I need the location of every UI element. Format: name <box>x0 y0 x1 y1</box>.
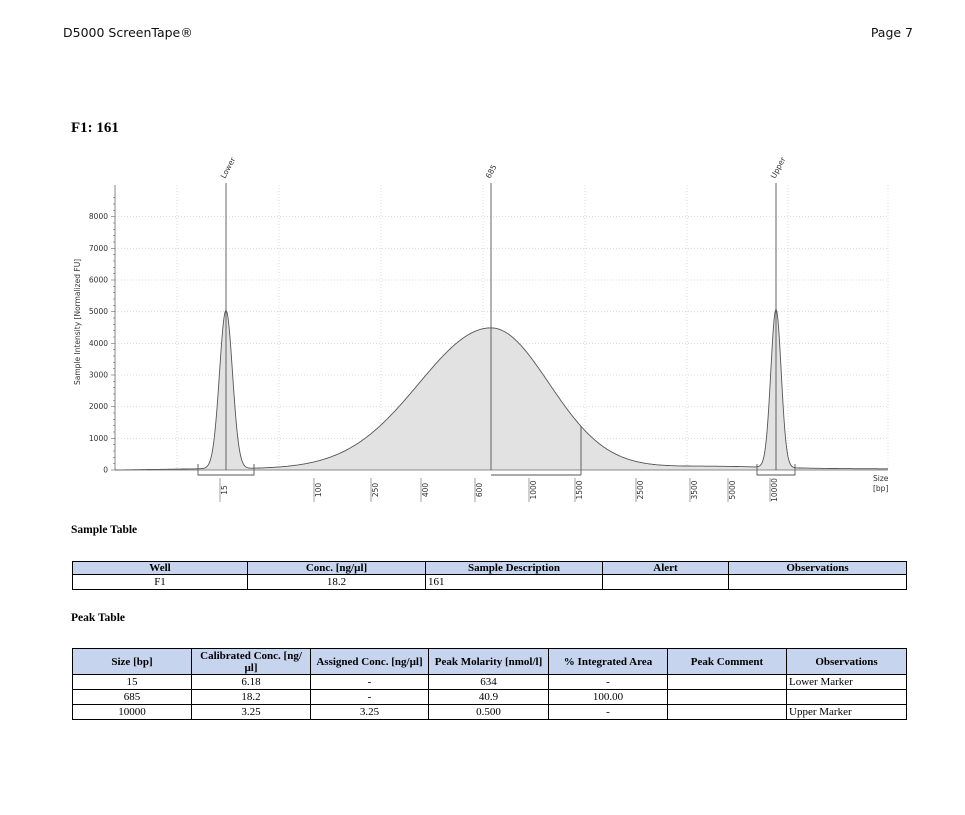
table-cell: 15 <box>72 674 192 690</box>
x-tick-label: 1000 <box>529 480 538 499</box>
table-row: F1 18.2 161 <box>72 574 907 590</box>
peak-label: Lower <box>219 155 238 180</box>
table-cell: 18.2 <box>191 689 311 705</box>
y-axis: 0 1000 2000 3000 4000 5000 6000 7000 8000 <box>89 185 116 475</box>
trace-line <box>115 307 888 471</box>
y-tick-label: 6000 <box>89 276 108 285</box>
document-title: D5000 ScreenTape® <box>63 25 193 40</box>
y-axis-label: Sample Intensity [Normalized FU] <box>73 259 82 385</box>
page-number: Page 7 <box>870 25 913 40</box>
peak-label: 685 <box>484 163 499 180</box>
col-header: Calibrated Conc. [ng/µl] <box>191 648 311 675</box>
x-tick-label: 3500 <box>690 480 699 499</box>
table-cell <box>667 689 787 705</box>
x-tick-label: 100 <box>314 483 323 498</box>
col-header: Sample Description <box>425 561 603 575</box>
x-axis: 15 100 250 400 600 1000 1500 2500 3500 5000 10000 <box>115 469 888 502</box>
x-tick-label: 600 <box>475 483 484 498</box>
table-row: 10000 3.25 3.25 0.500 - Upper Marker <box>72 704 907 720</box>
table-cell: 3.25 <box>310 704 429 720</box>
table-cell: 685 <box>72 689 192 705</box>
x-axis-label-unit: [bp] <box>873 484 888 493</box>
x-tick-label: 1500 <box>575 480 584 499</box>
y-tick-label: 3000 <box>89 371 108 380</box>
y-tick-label: 4000 <box>89 339 108 348</box>
col-header: Peak Comment <box>667 648 787 675</box>
sample-table: Well Conc. [ng/µl] Sample Description Al… <box>72 561 907 590</box>
table-cell <box>667 674 787 690</box>
table-cell <box>667 704 787 720</box>
table-row: 15 6.18 - 634 - Lower Marker <box>72 674 907 690</box>
y-tick-label: 0 <box>103 466 108 475</box>
col-header: % Integrated Area <box>548 648 668 675</box>
col-header: Size [bp] <box>72 648 192 675</box>
marker-bracket <box>197 464 255 476</box>
table-cell: 634 <box>428 674 549 690</box>
col-header: Well <box>72 561 248 575</box>
table-cell: F1 <box>72 574 248 590</box>
sample-table-title: Sample Table <box>71 524 138 536</box>
table-cell <box>728 574 907 590</box>
table-cell <box>786 689 907 705</box>
table-cell: Lower Marker <box>786 674 907 690</box>
electropherogram-chart: 0 1000 2000 3000 4000 5000 6000 7000 8000 Sample… <box>73 155 889 502</box>
table-cell: Upper Marker <box>786 704 907 720</box>
table-cell: - <box>548 704 668 720</box>
y-tick-label: 5000 <box>89 307 108 316</box>
table-cell: 100.00 <box>548 689 668 705</box>
y-tick-label: 8000 <box>89 212 108 221</box>
sample-heading: F1: 161 <box>71 120 119 136</box>
col-header: Assigned Conc. [ng/µl] <box>310 648 429 675</box>
peak-table: Size [bp] Calibrated Conc. [ng/µl] Assig… <box>72 648 907 720</box>
table-cell: 18.2 <box>247 574 426 590</box>
trace-area <box>115 309 888 470</box>
col-header: Alert <box>602 561 729 575</box>
table-cell: 6.18 <box>191 674 311 690</box>
table-cell <box>602 574 729 590</box>
col-header: Observations <box>728 561 907 575</box>
peak-table-title: Peak Table <box>71 612 126 624</box>
col-header: Observations <box>786 648 907 675</box>
x-tick-label: 10000 <box>770 478 779 502</box>
peak-label: Upper <box>769 155 788 180</box>
x-tick-label: 2500 <box>636 480 645 499</box>
table-cell: 161 <box>425 574 603 590</box>
table-cell: 10000 <box>72 704 192 720</box>
y-tick-label: 2000 <box>89 402 108 411</box>
table-cell: - <box>310 689 429 705</box>
table-cell: 40.9 <box>428 689 549 705</box>
x-tick-label: 5000 <box>728 480 737 499</box>
table-cell: 3.25 <box>191 704 311 720</box>
table-cell: - <box>310 674 429 690</box>
table-cell: 0.500 <box>428 704 549 720</box>
table-row: 685 18.2 - 40.9 100.00 <box>72 689 907 705</box>
x-tick-label: 15 <box>220 485 229 495</box>
x-tick-label: 250 <box>371 483 380 498</box>
x-axis-label-size: Size <box>873 474 889 483</box>
col-header: Conc. [ng/µl] <box>247 561 426 575</box>
y-tick-label: 7000 <box>89 244 108 253</box>
marker-bracket <box>756 464 796 476</box>
y-tick-label: 1000 <box>89 434 108 443</box>
x-tick-label: 400 <box>421 483 430 498</box>
table-cell: - <box>548 674 668 690</box>
col-header: Peak Molarity [nmol/l] <box>428 648 549 675</box>
